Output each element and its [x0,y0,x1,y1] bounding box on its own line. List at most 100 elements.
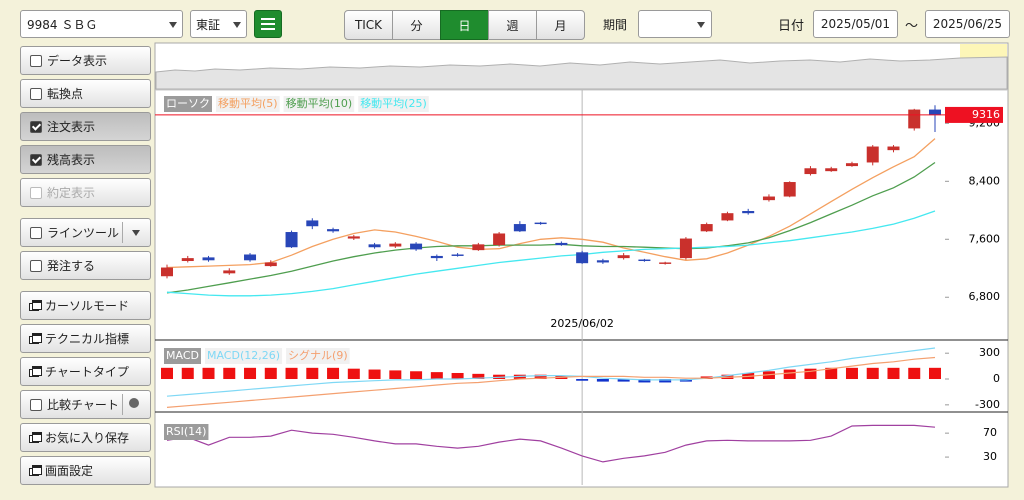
histogram-bar [472,373,485,380]
legend-box [164,424,209,440]
histogram-bar [285,367,298,380]
candle-body [659,262,672,264]
indicator-line [166,347,936,397]
candle-body [389,243,402,247]
histogram-bar [368,369,381,380]
candle-body [845,163,858,167]
sidebar-button[interactable]: 転換点 [20,79,151,108]
histogram-bar [617,379,630,382]
date-from[interactable]: 2025/05/01 [813,10,898,38]
histogram-bar [659,379,672,383]
checkbox [30,54,42,67]
legend-label: MACD(12,26) [207,349,280,362]
button-label: 画面設定 [45,464,94,478]
sidebar-button[interactable]: 比較チャート [20,390,151,419]
candle-body [866,146,879,163]
button-label: テクニカル指標 [45,332,130,346]
legend-label: MACD [166,349,199,362]
list-icon [261,18,275,30]
candle-body [264,262,277,267]
checkbox [30,186,42,199]
candle-body [493,233,506,246]
histogram-bar [430,372,443,380]
legend-label: 移動平均(10) [286,96,353,110]
histogram-bar [908,367,921,380]
window-icon [29,465,42,476]
candle-body [929,109,941,115]
dropdown-arrow [697,22,705,28]
histogram-bar [306,367,319,380]
legend-box [164,96,212,112]
histogram-bar [638,379,651,383]
legend-box [283,96,355,112]
sidebar-button[interactable]: データ表示 [20,46,151,75]
dropdown-arrow [169,22,177,28]
market-select[interactable]: 東証 [190,10,247,38]
histogram-bar [783,369,796,380]
checkbox [30,153,42,166]
candle-body [638,259,651,262]
button-label: お気に入り保存 [45,431,130,445]
candle-body [513,224,526,232]
dropdown-arrow [233,22,241,28]
button-label: 約定表示 [47,186,96,200]
symbol-select[interactable]: 9984 ＳＢＧ [20,10,183,38]
sidebar-button[interactable]: ラインツール [20,218,151,247]
legend-label: 移動平均(5) [218,96,278,110]
candle-body [534,222,547,225]
period-button[interactable]: 週 [488,10,537,40]
candle-body [161,267,173,277]
legend-box [204,348,283,364]
histogram-bar [534,374,547,380]
button-label: データ表示 [47,54,108,68]
candle-body [306,220,319,227]
market-text: 東証 [196,17,221,32]
window-icon [29,300,42,311]
histogram-bar [845,367,858,380]
sidebar-button[interactable]: 発注する [20,251,151,280]
button-label: ラインツール [47,226,120,240]
button-label: 注文表示 [47,120,96,134]
histogram-bar [347,368,360,380]
date-label: 日付 [778,19,805,34]
x-tick-label: 2025/06/02 [550,317,613,330]
legend-box [286,348,350,364]
candle-body [762,196,775,201]
sidebar-button[interactable]: テクニカル指標 [20,324,151,353]
sidebar-button[interactable]: 注文表示 [20,112,151,141]
date-to[interactable]: 2025/06/25 [925,10,1010,38]
histogram-bar [264,367,277,380]
last-price-label: 9316 [972,108,1000,121]
candle-body [472,244,485,251]
period-button[interactable]: TICK [344,10,393,40]
candle-body [327,229,340,232]
list-button[interactable] [254,10,282,38]
period-button[interactable]: 日 [440,10,489,40]
period-button[interactable]: 月 [536,10,585,40]
histogram-bar [825,367,838,380]
y-tick-label: 30 [983,450,997,463]
range-select[interactable] [638,10,712,38]
date-from-text: 2025/05/01 [820,17,891,31]
candle-body [576,252,589,264]
candle-body [244,254,257,261]
sidebar-button[interactable]: 残高表示 [20,145,151,174]
date-separator: ～ [905,19,919,34]
histogram-bar [410,371,423,380]
sidebar-button[interactable]: 画面設定 [20,456,151,485]
legend-box [216,96,280,112]
legend-label: ローソク [166,97,210,110]
candle-body [908,109,921,129]
y-tick-label: 7,600 [969,232,1001,245]
sidebar-button[interactable]: カーソルモード [20,291,151,320]
sidebar-button[interactable]: お気に入り保存 [20,423,151,452]
sidebar-button[interactable]: チャートタイプ [20,357,151,386]
histogram-bar [929,367,941,380]
candle-body [679,238,692,259]
period-button[interactable]: 分 [392,10,441,40]
checkbox [30,120,42,133]
last-price-box [945,106,1003,123]
y-tick-label: -300 [975,398,1000,411]
indicator-line [166,356,936,408]
